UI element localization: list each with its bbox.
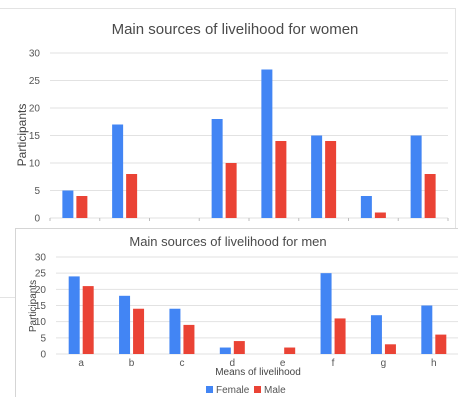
- women-bar-male-a: [76, 196, 88, 218]
- women-y-tick-label: 10: [29, 159, 41, 170]
- men-x-axis-title: Means of livelihood: [215, 367, 301, 378]
- men-chart-title: Main sources of livelihood for men: [129, 234, 326, 249]
- men-x-tick-label: c: [179, 358, 184, 369]
- men-bar-female-f: [320, 273, 332, 354]
- women-bar-female-b: [112, 124, 124, 218]
- women-bar-female-g: [360, 196, 372, 218]
- men-bar-male-g: [384, 344, 396, 354]
- legend-label-male: Male: [264, 385, 286, 396]
- women-y-tick-label: 20: [29, 104, 41, 115]
- men-bar-female-a: [68, 276, 80, 354]
- women-y-tick-label: 25: [29, 76, 41, 87]
- men-bar-male-d: [233, 341, 245, 354]
- men-y-tick-label: 10: [35, 317, 47, 328]
- women-y-tick-label: 5: [34, 186, 40, 197]
- women-y-axis-title: Participants: [15, 104, 29, 167]
- men-x-tick-label: g: [381, 358, 387, 369]
- men-y-tick-label: 20: [35, 285, 47, 296]
- women-bar-male-d: [225, 163, 237, 218]
- women-bar-female-h: [410, 135, 422, 218]
- legend-label-female: Female: [216, 385, 250, 396]
- legend-swatch-male: [254, 386, 261, 393]
- men-bar-female-c: [169, 308, 181, 354]
- women-bar-female-d: [211, 119, 223, 218]
- men-y-tick-label: 25: [35, 269, 47, 280]
- men-bar-male-f: [334, 318, 346, 354]
- women-y-tick-label: 0: [34, 214, 40, 225]
- men-chart: Main sources of livelihood for men Parti…: [28, 234, 458, 396]
- men-bar-female-h: [421, 305, 433, 354]
- men-y-tick-label: 30: [35, 253, 47, 264]
- men-bar-male-e: [284, 347, 296, 354]
- men-x-tick-label: d: [230, 358, 236, 369]
- women-bar-male-g: [374, 212, 386, 218]
- men-chart-panel: Main sources of livelihood for men Parti…: [15, 228, 458, 397]
- women-chart-title: Main sources of livelihood for women: [112, 21, 359, 38]
- women-chart: Main sources of livelihood for women Par…: [15, 21, 449, 225]
- men-x-tick-label: a: [78, 358, 84, 369]
- men-x-tick-label: b: [129, 358, 135, 369]
- men-bar-female-g: [370, 315, 382, 354]
- women-bar-male-b: [126, 174, 138, 218]
- women-y-tick-label: 30: [29, 49, 41, 60]
- women-bar-male-h: [424, 174, 436, 218]
- legend-swatch-female: [206, 386, 213, 393]
- men-bar-male-h: [435, 334, 447, 354]
- men-y-axis-title: Participants: [28, 280, 39, 332]
- men-x-tick-label: h: [431, 358, 437, 369]
- men-y-tick-label: 5: [40, 333, 46, 344]
- men-x-tick-label: e: [280, 358, 286, 369]
- men-bar-female-d: [219, 347, 231, 354]
- men-y-tick-label: 15: [35, 301, 47, 312]
- men-legend: Female Male: [206, 385, 286, 396]
- women-bar-male-f: [325, 141, 337, 218]
- men-bar-male-b: [133, 308, 145, 354]
- men-x-tick-label: f: [332, 358, 335, 369]
- women-bar-female-e: [261, 69, 273, 218]
- women-y-tick-label: 15: [29, 131, 41, 142]
- men-bar-female-b: [119, 295, 131, 354]
- women-bar-male-e: [275, 141, 287, 218]
- women-bar-female-a: [62, 190, 74, 218]
- men-bar-male-a: [82, 286, 94, 354]
- women-bar-female-f: [311, 135, 323, 218]
- men-y-tick-label: 0: [40, 350, 46, 361]
- men-bar-male-c: [183, 324, 195, 354]
